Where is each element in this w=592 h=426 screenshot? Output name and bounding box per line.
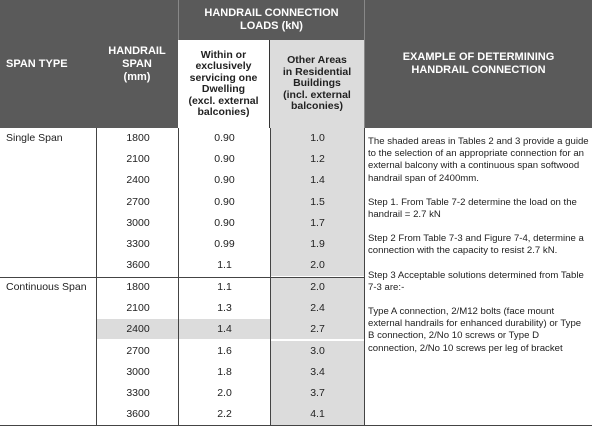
cell-other: 3.0: [310, 344, 325, 357]
cell-dwelling: 1.3: [217, 302, 232, 315]
other-column-shading: [271, 149, 364, 171]
example-solutions: Type A connection, 2/M12 bolts (face mou…: [368, 306, 582, 354]
cell-other: 4.1: [310, 408, 325, 421]
divider-other-example: [364, 128, 365, 426]
cell-span: 2100: [126, 153, 150, 166]
cell-dwelling: 0.90: [214, 216, 235, 229]
other-column-shading: [271, 298, 364, 320]
other-column-shading: [271, 128, 364, 150]
highlighted-row-shading: [97, 319, 364, 340]
cell-other: 1.4: [310, 174, 325, 187]
divider-group: [0, 277, 364, 278]
other-column-shading: [271, 277, 364, 299]
cell-other: 2.7: [310, 323, 325, 336]
span-type-label: Single Span: [6, 132, 63, 144]
cell-other: 3.7: [310, 387, 325, 399]
cell-other: 1.9: [310, 238, 325, 250]
cell-span: 1800: [126, 132, 150, 144]
cell-dwelling: 0.90: [214, 132, 235, 144]
cell-dwelling: 0.90: [214, 195, 235, 208]
example-intro: The shaded areas in Tables 2 and 3 provi…: [368, 136, 589, 184]
cell-span: 3300: [126, 387, 150, 399]
cell-dwelling: 0.90: [214, 153, 235, 166]
cell-dwelling: 2.0: [217, 387, 232, 399]
cell-span: 3600: [126, 408, 150, 421]
cell-span: 3000: [126, 365, 150, 378]
header-handrail-span: HANDRAIL SPAN (mm): [96, 0, 178, 128]
cell-dwelling: 1.1: [217, 259, 232, 272]
cell-other: 2.0: [310, 281, 325, 293]
cell-dwelling: 0.99: [214, 238, 235, 250]
cell-span: 3600: [126, 259, 150, 272]
other-column-shading: [271, 212, 364, 234]
cell-other: 1.7: [310, 216, 325, 229]
cell-other: 1.0: [310, 132, 325, 144]
cell-span: 2700: [126, 344, 150, 357]
example-text-block: The shaded areas in Tables 2 and 3 provi…: [368, 132, 590, 355]
cell-span: 2700: [126, 195, 150, 208]
other-column-shading: [271, 404, 364, 426]
other-column-shading: [271, 383, 364, 405]
header-example: EXAMPLE OF DETERMINING HANDRAIL CONNECTI…: [364, 0, 592, 128]
cell-dwelling: 2.2: [217, 408, 232, 421]
span-type-label: Continuous Span: [6, 281, 87, 293]
header-dwelling-column: Within or exclusively servicing one Dwel…: [178, 40, 270, 128]
cell-dwelling: 1.4: [217, 323, 232, 336]
cell-dwelling: 1.6: [217, 344, 232, 357]
other-column-shading: [271, 191, 364, 213]
other-column-shading: [271, 234, 364, 256]
cell-dwelling: 1.1: [217, 281, 232, 293]
example-step1: Step 1. From Table 7-2 determine the loa…: [368, 196, 577, 221]
cell-span: 2400: [126, 174, 150, 187]
cell-other: 2.0: [310, 259, 325, 272]
other-column-shading: [271, 361, 364, 383]
example-step3: Step 3 Acceptable solutions determined f…: [368, 269, 584, 293]
cell-other: 1.2: [310, 153, 325, 166]
other-column-shading: [271, 170, 364, 192]
cell-span: 2100: [126, 302, 150, 315]
cell-span: 1800: [126, 281, 150, 293]
other-column-shading: [271, 340, 364, 362]
cell-dwelling: 1.8: [217, 365, 232, 378]
cell-other: 2.4: [310, 302, 325, 315]
cell-span: 2400: [126, 323, 150, 336]
cell-other: 3.4: [310, 365, 325, 378]
cell-span: 3300: [126, 238, 150, 250]
other-column-shading: [271, 255, 364, 277]
header-connection-loads: HANDRAIL CONNECTION LOADS (kN): [178, 0, 364, 40]
header-other-areas-column: Other Areas in Residential Buildings (in…: [270, 40, 364, 128]
cell-dwelling: 0.90: [214, 174, 235, 187]
cell-other: 1.5: [310, 195, 325, 208]
cell-span: 3000: [126, 216, 150, 229]
header-span-type: SPAN TYPE: [0, 0, 96, 128]
example-step2: Step 2 From Table 7-3 and Figure 7-4, de…: [368, 233, 584, 257]
